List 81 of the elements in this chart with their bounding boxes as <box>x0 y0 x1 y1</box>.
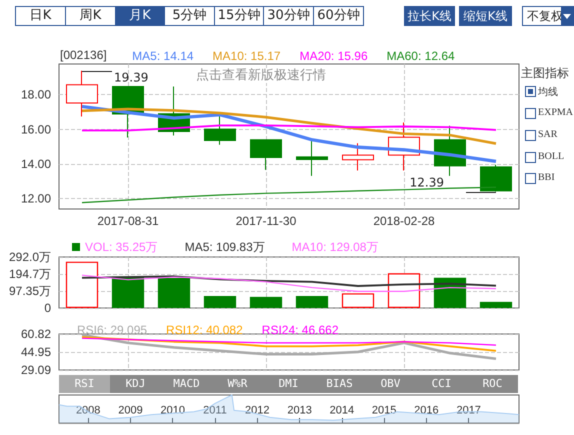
y-tick-label: 29.09 <box>20 363 52 377</box>
chart-title: [002136] <box>60 48 107 62</box>
tab-button: MACD <box>161 375 212 393</box>
text: 主图指标 <box>521 65 569 82</box>
x-tick-label: 2009 <box>118 404 143 416</box>
text: EXPMA <box>538 107 574 118</box>
y-tick-label: 14.00 <box>20 156 52 171</box>
bar <box>296 296 328 308</box>
annotation: 12.39 <box>410 176 444 190</box>
tab-button: 30分钟 <box>263 6 314 26</box>
tab-button: 月K <box>115 6 165 26</box>
y-tick-label: 194.7万 <box>8 266 51 281</box>
y-tick-label: 44.95 <box>20 345 52 360</box>
line-series <box>81 275 497 287</box>
bar <box>158 278 190 308</box>
text: MA60: 12.64 <box>386 49 456 63</box>
tab-button: W%R <box>212 375 263 393</box>
bar <box>204 296 236 308</box>
y-tick-label: 12.00 <box>20 191 52 206</box>
tab-button: DMI <box>263 375 314 393</box>
text: BBI <box>538 172 555 183</box>
candlestick <box>250 139 282 170</box>
y-tick-label: 16.00 <box>20 122 52 136</box>
text: MA20: 15.96 <box>300 49 368 63</box>
x-tick-label: 2013 <box>287 404 312 416</box>
candlestick <box>480 164 512 192</box>
candlestick <box>204 114 236 146</box>
tab-button: 15分钟 <box>214 6 264 26</box>
line-series <box>80 104 498 164</box>
series-label: RSI6: 29.095 <box>77 323 148 337</box>
y-tick-label: 97.35万 <box>8 284 51 298</box>
x-tick-label: 2015 <box>372 404 396 416</box>
text: MA10: 129.08万 <box>292 240 378 254</box>
bar <box>342 293 374 308</box>
x-tick-label: 2011 <box>203 404 227 416</box>
y-tick-label: 18.00 <box>20 88 52 102</box>
tab-button: RSI <box>59 375 110 393</box>
text: SAR <box>538 129 558 140</box>
candlestick <box>342 142 374 172</box>
line-series <box>80 334 498 360</box>
bar <box>388 273 420 308</box>
line-series <box>80 108 498 145</box>
tab-button: 日K <box>15 6 66 26</box>
x-tick-label: 2017-11-30 <box>236 214 297 228</box>
annotation: 19.39 <box>114 70 148 85</box>
legend-label: VOL: 35.25万 <box>85 240 158 254</box>
tab-button: KDJ <box>110 375 161 393</box>
series-label: RSI24: 46.662 <box>262 323 339 337</box>
series-label: MA5: 109.83万 <box>184 240 265 254</box>
text: 均线 <box>538 86 558 99</box>
text: BOLL <box>538 151 564 162</box>
button: 拉长K线 <box>404 6 455 26</box>
x-tick-label: 2014 <box>330 404 354 416</box>
bar <box>250 296 282 308</box>
bar <box>66 262 98 308</box>
tab-button: 周K <box>65 6 116 26</box>
bar <box>480 302 512 308</box>
x-tick-label: 2017-08-31 <box>97 214 160 228</box>
line-series <box>81 186 497 204</box>
tab-button: ROC <box>467 375 518 393</box>
button: 缩短K线 <box>459 6 512 26</box>
text: MA5: 14.14 <box>132 49 194 63</box>
line-series <box>81 274 497 292</box>
y-tick-label: 60.82 <box>20 327 52 341</box>
y-tick-label: 0 <box>44 301 52 315</box>
tab-button: OBV <box>365 375 416 393</box>
tab-button: 5分钟 <box>164 6 215 26</box>
candlestick <box>66 70 98 117</box>
bar <box>112 276 144 308</box>
line-series <box>81 336 497 352</box>
y-tick-label: 292.0万 <box>8 250 51 264</box>
line-series <box>81 338 497 346</box>
x-tick-label: 2012 <box>245 404 270 416</box>
x-tick-label: 2018-02-28 <box>373 214 436 228</box>
series-label: RSI12: 40.082 <box>166 323 244 337</box>
x-tick-label: 2016 <box>414 404 439 416</box>
annotation: 点击查看新版极速行情 <box>196 68 326 83</box>
tab-button: BIAS <box>314 375 365 393</box>
tab-button: 60分钟 <box>313 6 364 26</box>
text: MA10: 15.17 <box>212 49 281 63</box>
tab-button: CCI <box>416 375 467 393</box>
